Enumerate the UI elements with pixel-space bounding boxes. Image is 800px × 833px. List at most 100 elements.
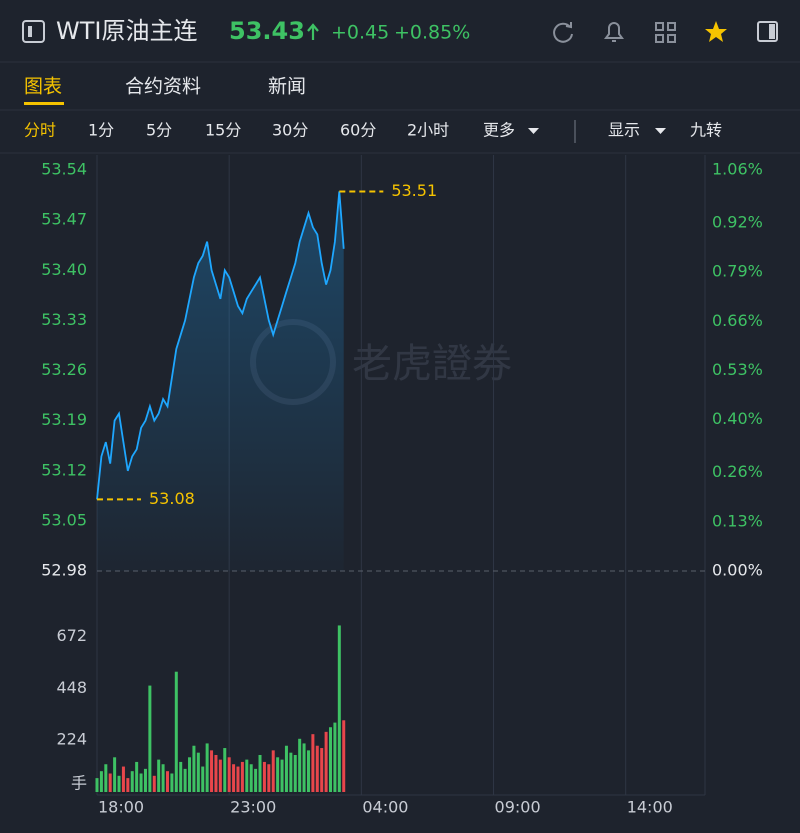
volume-bar (271, 750, 275, 792)
volume-bar (214, 754, 218, 792)
price-area (97, 191, 344, 571)
tab[interactable]: 新闻 (268, 76, 306, 98)
y-tick-label: 53.33 (41, 310, 87, 329)
y-tick-label: 53.19 (41, 410, 87, 429)
interval[interactable]: 15分 (205, 121, 241, 140)
tab[interactable]: 图表 (24, 76, 62, 98)
volume-bar (157, 759, 161, 792)
volume-tick-label: 224 (56, 730, 87, 749)
volume-bar (223, 748, 227, 792)
annotation-label: 53.08 (149, 489, 195, 508)
volume-bar (276, 757, 280, 792)
alert-icon[interactable] (604, 22, 624, 42)
tab-underline (24, 102, 64, 105)
volume-bar (113, 757, 117, 792)
y2-tick-label: 1.06% (712, 160, 763, 179)
y2-tick-label: 0.53% (712, 360, 763, 379)
interval[interactable]: 1分 (88, 121, 114, 140)
volume-bar (104, 764, 108, 792)
option[interactable]: 九转 (690, 121, 722, 140)
back-icon-bar (28, 26, 32, 37)
volume-tick-label: 672 (56, 626, 87, 645)
y2-tick-label: 0.79% (712, 262, 763, 281)
volume-bar (148, 685, 152, 792)
volume-bar (126, 778, 130, 792)
volume-bar (130, 771, 134, 792)
volume-bar (320, 748, 324, 792)
volume-bar (333, 722, 337, 792)
y2-tick-label: 0.92% (712, 212, 763, 231)
volume-bar (342, 720, 346, 792)
volume-bar (324, 731, 328, 792)
interval-more[interactable]: 更多 (483, 121, 515, 140)
y-tick-label: 53.54 (41, 160, 87, 179)
volume-bar (183, 768, 187, 792)
favorite-icon[interactable] (705, 21, 727, 42)
volume-bar (192, 745, 196, 792)
x-tick-label: 09:00 (495, 798, 541, 817)
y-tick-label: 53.47 (41, 210, 87, 229)
volume-bar (245, 759, 249, 792)
volume-bar (201, 766, 205, 792)
volume-bar (143, 768, 147, 792)
grid-icon[interactable] (655, 22, 676, 43)
y-tick-label: 53.40 (41, 260, 87, 279)
volume-bar (267, 764, 271, 792)
volume-bar (262, 761, 266, 792)
volume-bar (174, 671, 178, 792)
volume-bar (329, 727, 333, 792)
last-price: 53.43 (229, 17, 305, 45)
volume-bar (284, 745, 288, 792)
volume-bar (227, 757, 231, 792)
panel-icon[interactable] (757, 21, 778, 42)
volume-bar (170, 773, 174, 792)
volume-bar (95, 778, 99, 792)
interval[interactable]: 5分 (146, 121, 172, 140)
volume-bar (179, 761, 183, 792)
volume-bar (289, 752, 293, 792)
annotation-label: 53.51 (391, 181, 437, 200)
y-tick-label: 53.12 (41, 460, 87, 479)
y2-tick-label: 0.26% (712, 462, 763, 481)
volume-tick-label: 448 (56, 678, 87, 697)
volume-bar (302, 743, 306, 792)
back-icon[interactable] (22, 20, 45, 43)
volume-bar (205, 743, 209, 792)
tab[interactable]: 合约资料 (125, 76, 201, 98)
volume-bar (152, 775, 156, 792)
interval[interactable]: 2小时 (407, 121, 449, 140)
volume-bar (293, 754, 297, 792)
panel-icon-bar (769, 24, 775, 39)
interval[interactable]: 30分 (272, 121, 308, 140)
x-tick-label: 18:00 (98, 798, 144, 817)
watermark: 老虎證券 (352, 341, 512, 387)
y2-tick-label: 0.00% (712, 561, 763, 580)
refresh-icon[interactable] (553, 22, 573, 43)
option[interactable]: 显示 (608, 121, 640, 140)
y2-tick-label: 0.13% (712, 511, 763, 530)
volume-bar (249, 764, 253, 792)
y2-tick-label: 0.40% (712, 409, 763, 428)
dropdown-caret (528, 128, 539, 134)
volume-bar (337, 625, 341, 792)
x-tick-label: 14:00 (627, 798, 673, 817)
volume-bar (210, 750, 214, 792)
volume-bar (232, 764, 236, 792)
x-tick-label: 23:00 (230, 798, 276, 817)
volume-bar (196, 752, 200, 792)
volume-bar (188, 757, 192, 792)
volume-bar (135, 761, 139, 792)
y-tick-label: 52.98 (41, 561, 87, 580)
y-tick-label: 53.05 (41, 510, 87, 529)
volume-bar (108, 773, 112, 792)
up-arrow (307, 23, 319, 40)
interval[interactable]: 60分 (340, 121, 376, 140)
interval[interactable]: 分时 (24, 121, 56, 140)
volume-bar (311, 734, 315, 792)
volume-bar (99, 771, 103, 792)
volume-bar (117, 775, 121, 792)
price-line (96, 191, 345, 500)
volume-bar (258, 754, 262, 792)
volume-bar (280, 759, 284, 792)
